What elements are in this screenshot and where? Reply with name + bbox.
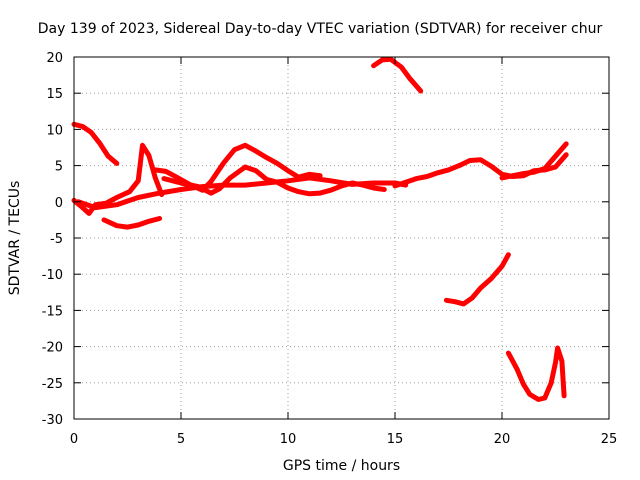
axes: 0 5 10 15 20 25 -30 -25 -20 -15 -10 -5 0 5 10 15 20 <box>42 51 618 447</box>
series-arc-10 <box>443 252 511 307</box>
plot-area <box>71 56 569 402</box>
series-arc-9 <box>499 141 569 181</box>
x-tick-label: 15 <box>387 432 404 447</box>
x-tick-label: 5 <box>177 432 185 447</box>
chart-title: Day 139 of 2023, Sidereal Day-to-day VTE… <box>38 21 603 37</box>
series-arc-6 <box>161 164 387 197</box>
y-tick-label: -15 <box>42 304 63 319</box>
y-tick-label: -30 <box>42 413 63 428</box>
y-tick-label: -20 <box>42 341 63 356</box>
y-tick-label: 15 <box>46 87 63 102</box>
y-tick-label: -25 <box>42 377 63 392</box>
x-axis-title: GPS time / hours <box>283 458 400 474</box>
y-axis-title: SDTVAR / TECUs <box>7 181 23 296</box>
y-tick-label: 10 <box>46 123 63 138</box>
series-arc-1 <box>71 121 120 166</box>
series-arc-7 <box>371 56 424 94</box>
series-arc-5 <box>152 142 323 193</box>
y-tick-label: 20 <box>46 51 63 66</box>
series-arc-2 <box>71 142 165 216</box>
x-tick-label: 25 <box>601 432 618 447</box>
series-arc-4 <box>101 216 163 230</box>
y-tick-label: -5 <box>50 232 63 247</box>
x-tick-label: 20 <box>494 432 511 447</box>
y-tick-label: 0 <box>55 196 63 211</box>
series-arc-11 <box>505 345 567 402</box>
grid <box>74 57 609 419</box>
x-tick-label: 0 <box>70 432 78 447</box>
x-tick-label: 10 <box>280 432 297 447</box>
y-tick-label: 5 <box>55 160 63 175</box>
y-tick-label: -10 <box>42 268 63 283</box>
